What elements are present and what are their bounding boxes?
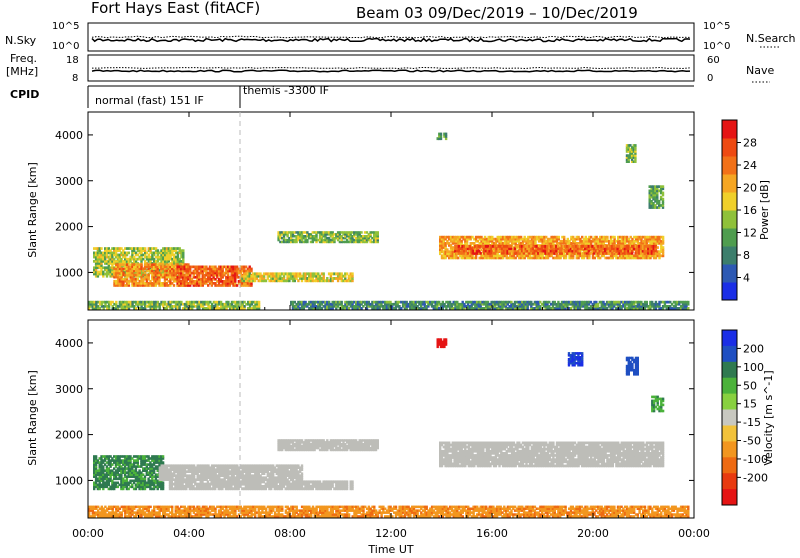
power-panel: Slant Range [km] 1000 2000 3000 4000	[26, 112, 694, 310]
power-cell	[144, 247, 146, 250]
power-cell	[479, 252, 481, 255]
power-cell	[634, 144, 636, 147]
colorbar-tick-label: 8	[743, 249, 750, 262]
nave-label: Nave	[746, 64, 774, 77]
nsky-trace	[92, 39, 690, 42]
power-cell	[258, 301, 260, 304]
nsearch-trace	[92, 36, 690, 37]
power-cell	[182, 249, 184, 252]
colorbar-tick-label: 24	[743, 159, 757, 172]
station-title: Fort Hays East (fitACF)	[91, 0, 260, 17]
power-cell	[100, 247, 102, 250]
freq-trace	[92, 70, 690, 71]
power-colorbar-label: Power [dB]	[758, 180, 771, 240]
power-cell	[606, 236, 608, 239]
colorbar-segment	[722, 282, 737, 301]
power-cell	[563, 236, 565, 239]
power-cell	[558, 236, 560, 239]
power-cell	[445, 133, 447, 136]
power-colorbar: 4 8 12 16 20 24 28	[722, 120, 757, 301]
nsearch-tick-bottom: 10^0	[703, 41, 730, 52]
colorbar-segment	[722, 174, 737, 193]
power-cell	[662, 198, 664, 201]
power-cell	[360, 231, 362, 234]
freq-unit-label: [MHz]	[6, 65, 38, 78]
power-cell	[341, 301, 343, 304]
colorbar-tick-label: 16	[743, 204, 757, 217]
power-cell	[440, 133, 442, 136]
power-cell	[546, 245, 548, 248]
beam-date-title: Beam 03 09/Dec/2019 – 10/Dec/2019	[356, 4, 638, 22]
power-cell	[687, 301, 689, 304]
nave-tick-top: 60	[707, 55, 720, 66]
power-cell	[510, 245, 512, 248]
y-tick-label: 1000	[55, 266, 83, 279]
colorbar-tick-label: 4	[743, 272, 750, 285]
cpid-mode-1: normal (fast) 151 IF	[95, 94, 204, 107]
nave-tick-bottom: 0	[707, 73, 713, 84]
power-cell	[377, 231, 379, 234]
power-ylabel: Slant Range [km]	[26, 162, 39, 258]
cpid-mode-2: themis -3300 IF	[243, 84, 329, 97]
power-cell	[597, 245, 599, 248]
freq-label: Freq.	[10, 52, 37, 65]
freq-tick-bottom: 8	[72, 73, 78, 84]
power-cell	[128, 252, 130, 255]
power-cell	[654, 245, 656, 248]
colorbar-tick-label: 20	[743, 182, 757, 195]
power-cell	[351, 272, 353, 275]
y-tick-label: 2000	[55, 221, 83, 234]
power-cell	[140, 263, 142, 266]
colorbar-segment	[722, 138, 737, 157]
freq-strip-frame	[88, 55, 694, 81]
velocity-cell	[95, 455, 97, 458]
nsky-label: N.Sky	[5, 34, 37, 47]
y-tick-label: 4000	[55, 129, 83, 142]
colorbar-tick-label: 28	[743, 137, 757, 150]
power-cell	[115, 301, 117, 304]
nave-trace	[92, 68, 690, 69]
power-cell	[323, 272, 325, 275]
power-cell	[657, 246, 659, 249]
power-cell	[646, 301, 648, 304]
colorbar-segment	[722, 264, 737, 283]
nsearch-tick-top: 10^5	[703, 21, 730, 32]
colorbar-segment	[722, 246, 737, 265]
power-cell	[173, 284, 175, 287]
power-cell	[662, 236, 664, 239]
freq-tick-top: 18	[66, 55, 79, 66]
power-cell	[687, 307, 689, 310]
y-tick-label: 3000	[55, 175, 83, 188]
power-cell	[662, 185, 664, 188]
nsky-tick-top: 10^5	[52, 21, 79, 32]
colorbar-segment	[722, 120, 737, 139]
power-cell	[613, 236, 615, 239]
power-cell	[250, 268, 252, 271]
power-cell	[662, 192, 664, 195]
colorbar-segment	[722, 210, 737, 229]
colorbar-segment	[722, 228, 737, 247]
nsearch-label: N.Search	[746, 32, 796, 45]
power-cell	[662, 246, 664, 249]
nsky-tick-bottom: 10^0	[52, 41, 79, 52]
colorbar-segment	[722, 192, 737, 211]
cpid-label: CPID	[10, 88, 39, 101]
colorbar-tick-label: 12	[743, 227, 757, 240]
colorbar-segment	[722, 156, 737, 175]
